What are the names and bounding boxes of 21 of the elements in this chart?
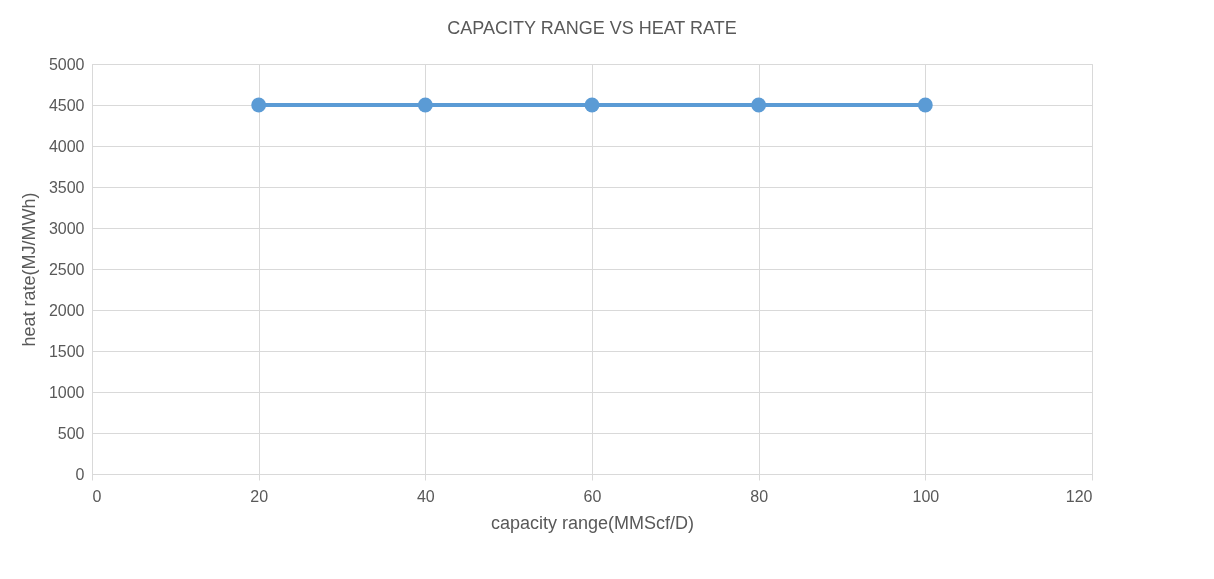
y-tick-label: 3500 [48,178,85,196]
y-tick-label: 1500 [48,342,85,360]
x-tick-label: 80 [750,487,769,505]
y-tick-label: 500 [57,424,85,442]
x-tick-label: 120 [1065,487,1093,505]
x-tick-label: 100 [912,487,940,505]
y-tick-label: 2500 [48,260,85,278]
y-tick-label: 4000 [48,137,85,155]
y-tick-label: 5000 [48,55,85,73]
y-tick-label: 4500 [48,96,85,114]
y-tick-label: 2000 [48,301,85,319]
y-tick-label: 0 [75,465,85,483]
x-tick-label: 40 [416,487,435,505]
x-axis-title: capacity range(MMScf/D) [490,512,695,533]
y-tick-label: 3000 [48,219,85,237]
y-tick-label: 1000 [48,383,85,401]
x-tick-label: 20 [250,487,269,505]
x-tick-label: 60 [583,487,602,505]
chart-title: CAPACITY RANGE VS HEAT RATE [447,18,737,38]
x-tick-label: 0 [92,487,102,505]
y-axis-title: heat rate(MJ/MWh) [18,192,39,347]
